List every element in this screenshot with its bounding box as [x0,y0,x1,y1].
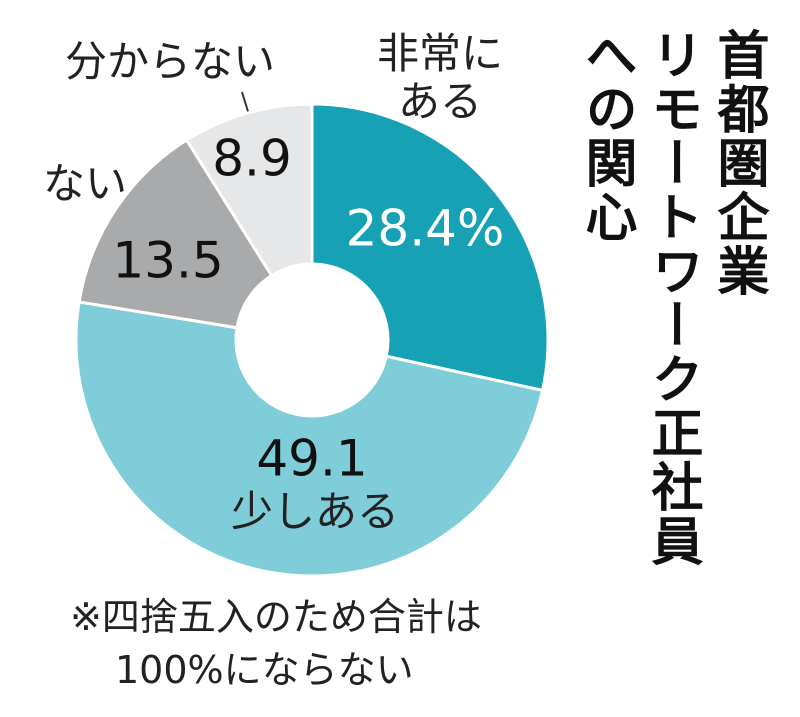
category-label: 非常にある [376,29,503,126]
category-label: 少しある [230,487,399,536]
value-label: 13.5 [112,232,223,290]
donut-slice [77,137,274,330]
note: 100%にならない [115,648,414,692]
value-label: 49.1 [256,430,367,488]
category-label: 分からない [64,37,275,86]
chart-title: への関心 [576,28,636,244]
value-label: 8.9 [212,130,292,188]
category-label: ない [42,159,127,208]
note: ※四捨五入のため合計は [70,595,482,639]
donut-slice [74,300,545,578]
chart-title: リモートワーク正社員 [642,28,703,568]
donut-slice [184,102,314,278]
chart-title: 首都圏企業 [708,28,770,298]
value-label: 28.4% [346,200,505,258]
donut-slice [310,102,550,393]
